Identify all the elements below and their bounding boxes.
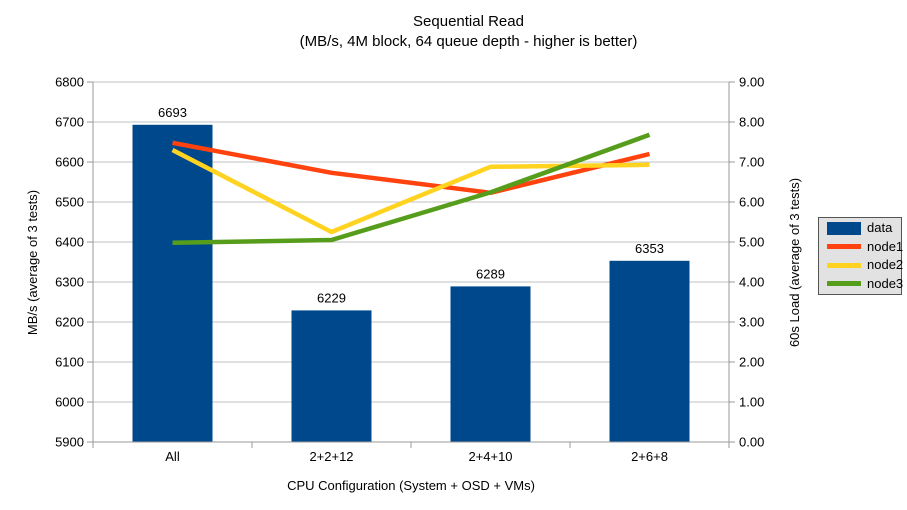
legend-label-node1: node1 [867, 238, 904, 254]
right-axis-tick-label: 8.00 [739, 115, 764, 130]
category-label: All [165, 449, 180, 464]
line-node1 [172, 140, 651, 196]
left-axis-tick-label: 6300 [55, 275, 84, 290]
bar-All [132, 124, 213, 443]
legend-item-node1: node1 [827, 238, 904, 255]
bar-2+4+10 [450, 286, 531, 442]
legend-swatch-node1 [827, 244, 861, 250]
legend-swatch-data [827, 221, 861, 235]
bar-value-label: 6289 [476, 266, 505, 281]
legend-item-data: data [827, 220, 901, 236]
bar-value-label: 6353 [635, 241, 664, 256]
category-label: 2+2+12 [309, 449, 353, 464]
left-axis-tick-label: 6100 [55, 355, 84, 370]
legend-label-node2: node2 [867, 257, 904, 273]
right-axis-tick-label: 0.00 [739, 435, 764, 450]
legend: data node1 node2 node3 [818, 217, 904, 295]
legend-swatch-node3 [827, 281, 861, 287]
left-axis-title: MB/s (average of 3 tests) [25, 189, 41, 335]
right-axis-tick-label: 7.00 [739, 155, 764, 170]
legend-item-node2: node2 [827, 257, 904, 273]
legend-label-node3: node3 [867, 275, 904, 291]
right-axis-tick-label: 1.00 [739, 395, 764, 410]
left-axis-tick-label: 5900 [55, 435, 84, 450]
right-axis-tick-label: 3.00 [739, 315, 764, 330]
left-axis-tick-label: 6000 [55, 395, 84, 410]
right-axis-tick-label: 6.00 [739, 195, 764, 210]
line-node3 [172, 132, 651, 246]
right-axis-tick-label: 4.00 [739, 275, 764, 290]
x-axis-title: CPU Configuration (System + OSD + VMs) [287, 478, 535, 493]
left-axis-tick-label: 6500 [55, 195, 84, 210]
right-axis-title-box: 60s Load (average of 3 tests) [782, 82, 808, 442]
category-label: 2+4+10 [468, 449, 512, 464]
right-axis-title: 60s Load (average of 3 tests) [787, 177, 803, 347]
right-axis-tick-label: 2.00 [739, 355, 764, 370]
bar-value-label: 6693 [158, 105, 187, 120]
left-axis-tick-label: 6200 [55, 315, 84, 330]
left-axis-tick-label: 6700 [55, 115, 84, 130]
right-axis-tick-label: 9.00 [739, 75, 764, 90]
bar-2+2+12 [291, 310, 372, 442]
category-label: 2+6+8 [631, 449, 668, 464]
chart-title: Sequential Read [413, 13, 524, 30]
left-axis-title-box: MB/s (average of 3 tests) [20, 82, 46, 442]
left-axis-tick-label: 6800 [55, 75, 84, 90]
chart-titles: Sequential Read (MB/s, 4M block, 64 queu… [30, 12, 907, 52]
bar-2+6+8 [609, 260, 690, 442]
right-axis-tick-label: 5.00 [739, 235, 764, 250]
legend-swatch-node2 [827, 262, 861, 268]
left-axis-tick-label: 6600 [55, 155, 84, 170]
left-axis-tick-label: 6400 [55, 235, 84, 250]
bar-value-label: 6229 [317, 290, 346, 305]
chart-subtitle: (MB/s, 4M block, 64 queue depth - higher… [299, 33, 638, 50]
legend-item-node3: node3 [827, 275, 904, 292]
legend-label-data: data [867, 220, 893, 236]
